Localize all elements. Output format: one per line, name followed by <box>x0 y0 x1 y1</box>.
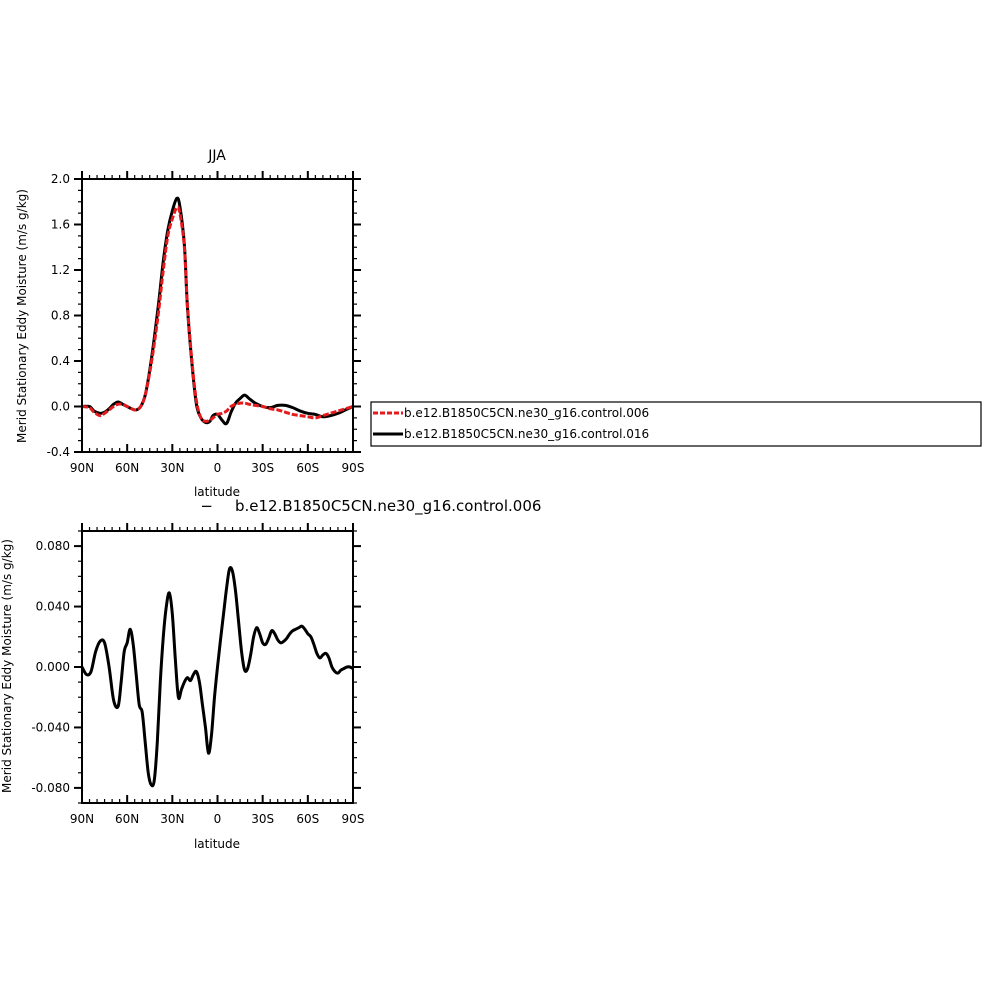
legend-label-control-016: b.e12.B1850C5CN.ne30_g16.control.016 <box>404 427 649 441</box>
bottom-y-tick-label: 0.000 <box>36 660 70 674</box>
top-y-tick-label: 1.6 <box>51 218 70 232</box>
top-y-tick-label: 2.0 <box>51 172 70 186</box>
top-x-tick-label: 30N <box>160 461 184 475</box>
legend-label-control-006: b.e12.B1850C5CN.ne30_g16.control.006 <box>404 406 649 420</box>
legend: b.e12.B1850C5CN.ne30_g16.control.006 b.e… <box>370 401 982 447</box>
top-y-tick-label: 0.4 <box>51 354 70 368</box>
bottom-y-tick-label: 0.080 <box>36 539 70 553</box>
legend-box <box>370 401 982 447</box>
bottom-chart-title: b.e12.B1850C5CN.ne30_g16.control.006 <box>235 497 541 516</box>
top-x-tick-label: 0 <box>214 461 222 475</box>
bottom-axis-tick-labels: 90N 60N 30N 0 30S 60S 90S -0.080 -0.040 0.000 0.04… <box>31 539 364 826</box>
bottom-x-tick-label: 0 <box>214 812 222 826</box>
top-x-tick-label: 90N <box>70 461 94 475</box>
bottom-y-tick-label: -0.080 <box>31 781 70 795</box>
bottom-x-tick-label: 30N <box>160 812 184 826</box>
bottom-x-axis-label: latitude <box>194 837 240 851</box>
top-y-tick-label: 0.8 <box>51 309 70 323</box>
top-axis-ticks <box>74 171 361 453</box>
top-x-tick-label: 60N <box>115 461 139 475</box>
bottom-series-line-difference <box>80 566 354 788</box>
top-chart-title: JJA <box>207 148 226 164</box>
top-series-line-006 <box>81 205 354 423</box>
top-x-tick-label: 60S <box>296 461 319 475</box>
top-y-axis-label: Merid Stationary Eddy Moisture (m/s g/kg… <box>15 189 29 443</box>
top-x-tick-label: 90S <box>342 461 365 475</box>
top-panel: JJA Merid Stationary Eddy Moisture (m/s … <box>15 148 364 499</box>
top-y-tick-label: -0.4 <box>47 445 70 459</box>
bottom-x-tick-label: 60S <box>296 812 319 826</box>
bottom-x-tick-label: 90S <box>342 812 365 826</box>
bottom-panel: − b.e12.B1850C5CN.ne30_g16.control.006 M… <box>0 497 541 851</box>
bottom-x-tick-label: 30S <box>251 812 274 826</box>
bottom-y-tick-label: 0.040 <box>36 600 70 614</box>
bottom-plot-frame <box>81 530 354 804</box>
bottom-y-axis-label: Merid Stationary Eddy Moisture (m/s g/kg… <box>0 539 14 793</box>
top-series-lines <box>81 196 354 426</box>
top-y-tick-label: 1.2 <box>51 263 70 277</box>
bottom-y-tick-label: -0.040 <box>31 720 70 734</box>
top-x-tick-label: 30S <box>251 461 274 475</box>
bottom-x-tick-label: 90N <box>70 812 94 826</box>
bottom-title-dash: − <box>200 497 213 515</box>
top-y-tick-label: 0.0 <box>51 400 70 414</box>
top-axis-tick-labels: 90N 60N 30N 0 30S 60S 90S -0.4 0.0 0.4 0.8 1.2 1.6 2.… <box>47 172 365 475</box>
top-x-axis-label: latitude <box>194 485 240 499</box>
top-plot-frame <box>81 178 354 453</box>
bottom-x-tick-label: 60N <box>115 812 139 826</box>
top-series-line-016 <box>81 196 354 426</box>
bottom-series-lines <box>80 566 354 788</box>
